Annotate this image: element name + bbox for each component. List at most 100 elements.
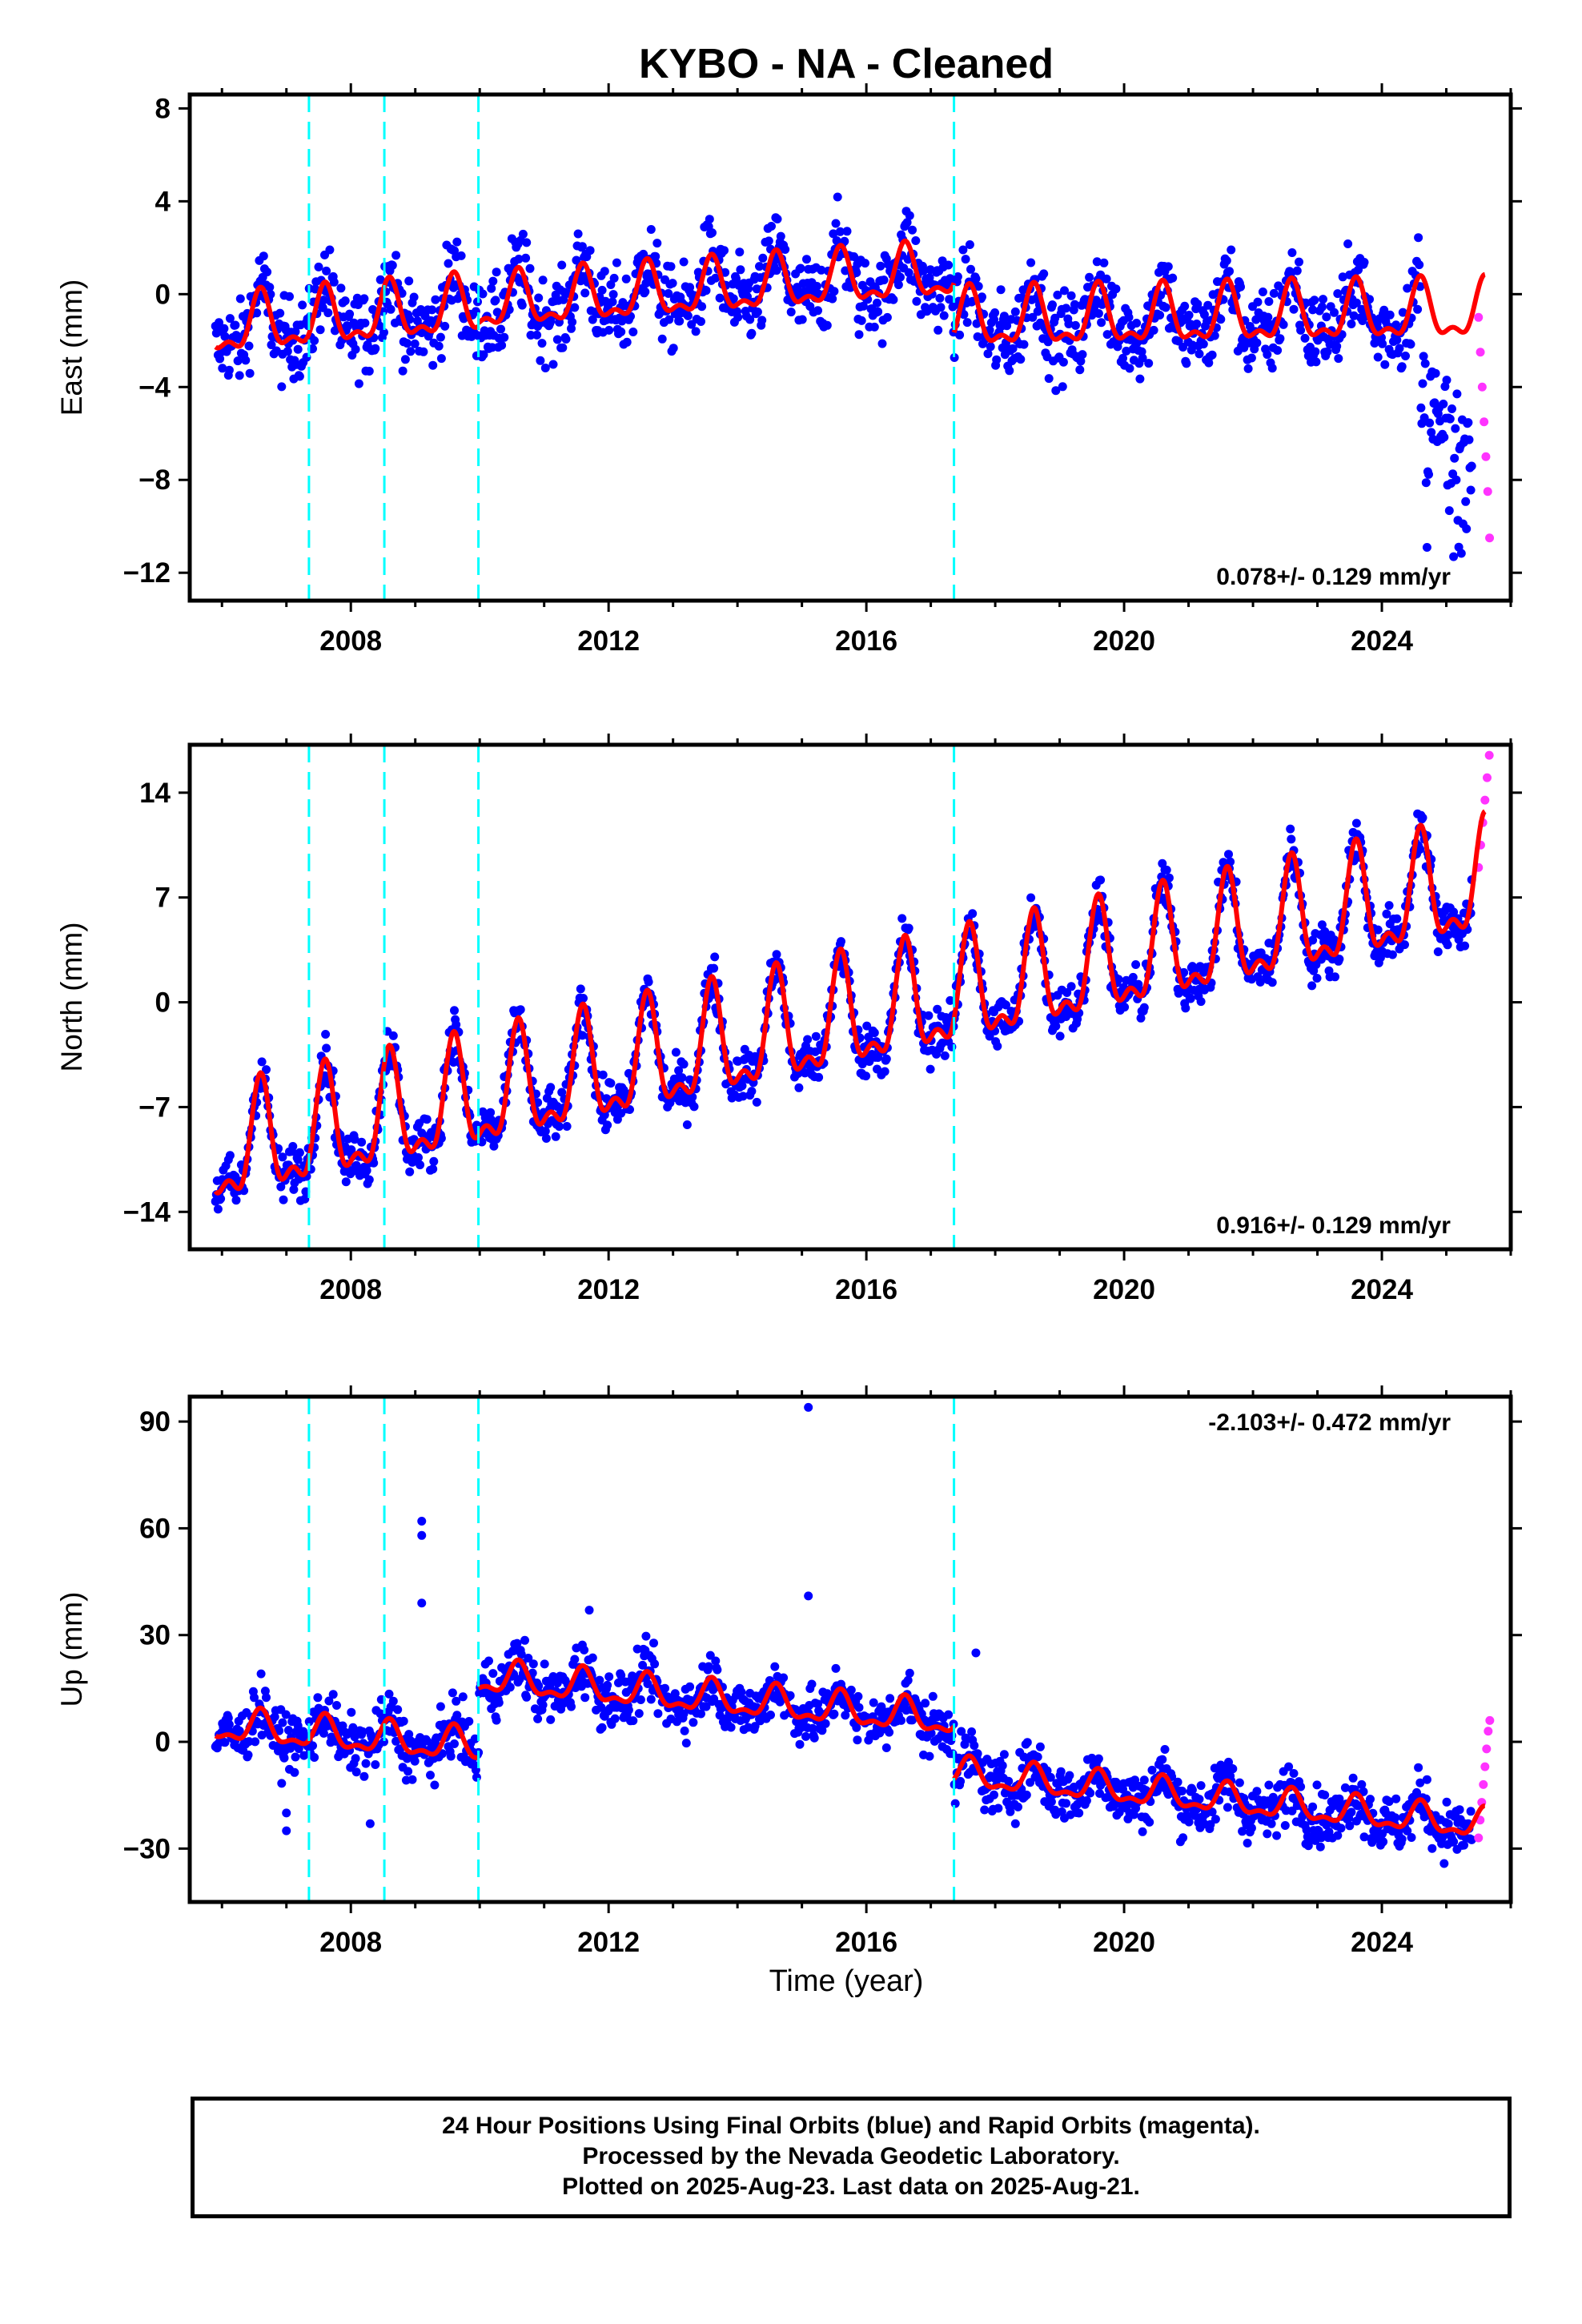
final-orbit-point: [1330, 935, 1339, 944]
final-orbit-point: [470, 1734, 480, 1743]
final-orbit-point: [1382, 909, 1391, 919]
final-orbit-point: [572, 255, 581, 265]
final-orbit-point: [1051, 386, 1061, 396]
final-orbit-point: [1135, 374, 1145, 384]
final-orbit-point: [1163, 262, 1173, 271]
y-tick-label: 0: [155, 1727, 171, 1758]
footer-line-1: 24 Hour Positions Using Final Orbits (bl…: [442, 2113, 1260, 2139]
final-orbit-point: [881, 1743, 891, 1752]
final-orbit-point: [419, 347, 428, 356]
final-orbit-point: [281, 1710, 291, 1719]
final-orbit-point: [1378, 339, 1387, 348]
final-orbit-point: [567, 324, 576, 333]
final-orbit-point: [1464, 435, 1474, 444]
final-orbit-point: [417, 1530, 427, 1540]
final-orbit-point: [1296, 1782, 1306, 1791]
final-orbit-point: [350, 1732, 359, 1742]
final-orbit-point: [596, 1703, 606, 1712]
final-orbit-point: [597, 285, 607, 295]
final-orbit-point: [1203, 300, 1213, 310]
final-orbit-point: [1451, 424, 1460, 433]
y-axis-label: North (mm): [55, 922, 88, 1072]
final-orbit-point: [1010, 1819, 1020, 1828]
final-orbit-point: [1320, 1791, 1330, 1799]
final-orbit-point: [448, 1688, 457, 1698]
final-orbit-point: [893, 280, 903, 290]
final-orbit-point: [479, 350, 488, 360]
final-orbit-point: [1062, 988, 1072, 997]
final-orbit-point: [928, 1691, 938, 1701]
final-orbit-point: [905, 211, 914, 220]
final-orbit-point: [526, 331, 536, 340]
final-orbit-point: [422, 1115, 432, 1124]
final-orbit-point: [436, 354, 446, 364]
final-orbit-point: [829, 1709, 839, 1719]
final-orbit-point: [456, 251, 466, 260]
final-orbit-point: [573, 229, 583, 239]
final-orbit-point: [1332, 341, 1342, 351]
final-orbit-point: [925, 1751, 934, 1761]
final-orbit-point: [1050, 313, 1060, 323]
final-orbit-point: [1439, 432, 1449, 442]
final-orbit-point: [829, 287, 839, 296]
final-orbit-point: [1225, 267, 1234, 276]
final-orbit-point: [1348, 1773, 1358, 1783]
final-orbit-point: [1247, 353, 1256, 363]
final-orbit-point: [436, 1702, 445, 1711]
final-orbit-point: [328, 1690, 338, 1699]
final-orbit-point: [745, 315, 755, 324]
final-orbit-point: [416, 1160, 425, 1170]
final-orbit-point: [387, 260, 397, 270]
final-orbit-point: [803, 1035, 813, 1044]
final-orbit-point: [1419, 352, 1428, 361]
final-orbit-point: [889, 295, 898, 304]
final-orbit-point: [1264, 297, 1274, 306]
final-orbit-point: [904, 923, 913, 933]
final-orbit-point: [1224, 850, 1233, 859]
final-orbit-point: [293, 1155, 303, 1164]
final-orbit-point: [813, 306, 822, 316]
final-orbit-point: [522, 238, 532, 247]
final-orbit-point: [452, 1711, 462, 1720]
final-orbit-point: [213, 1204, 223, 1214]
final-orbit-point: [410, 339, 420, 348]
final-orbit-point: [379, 1737, 388, 1747]
final-orbit-point: [1269, 288, 1279, 298]
final-orbit-point: [1138, 353, 1147, 363]
final-orbit-point: [1403, 283, 1412, 293]
final-orbit-point: [429, 1156, 439, 1166]
final-orbit-point: [600, 1110, 609, 1120]
final-orbit-point: [857, 1059, 867, 1069]
final-orbit-point: [1161, 303, 1170, 312]
final-orbit-point: [1413, 304, 1423, 314]
final-orbit-point: [270, 1712, 279, 1722]
final-orbit-point: [835, 227, 845, 236]
final-orbit-point: [697, 302, 707, 312]
final-orbit-point: [908, 1715, 917, 1725]
final-orbit-point: [701, 1702, 711, 1711]
final-orbit-point: [1415, 845, 1425, 854]
final-orbit-point: [500, 332, 509, 342]
final-orbit-point: [1308, 1802, 1318, 1811]
rapid-orbit-point: [1480, 417, 1489, 427]
final-orbit-point: [802, 255, 811, 264]
final-orbit-point: [797, 315, 807, 324]
final-orbit-point: [1449, 552, 1459, 561]
final-orbit-point: [1210, 331, 1219, 340]
final-orbit-point: [1131, 960, 1141, 969]
final-orbit-point: [603, 1120, 612, 1130]
final-orbit-point: [944, 260, 954, 270]
final-orbit-point: [323, 308, 333, 318]
final-orbit-point: [747, 1087, 757, 1096]
final-orbit-point: [1236, 282, 1245, 292]
x-tick-label: 2012: [577, 1274, 640, 1305]
final-orbit-point: [584, 1606, 594, 1615]
final-orbit-point: [1099, 258, 1109, 267]
final-orbit-point: [403, 339, 412, 348]
final-orbit-point: [764, 236, 773, 246]
final-orbit-point: [1102, 330, 1112, 340]
final-orbit-point: [956, 1776, 966, 1786]
final-orbit-point: [1323, 347, 1332, 356]
final-orbit-point: [267, 340, 276, 350]
final-orbit-point: [677, 1073, 687, 1083]
